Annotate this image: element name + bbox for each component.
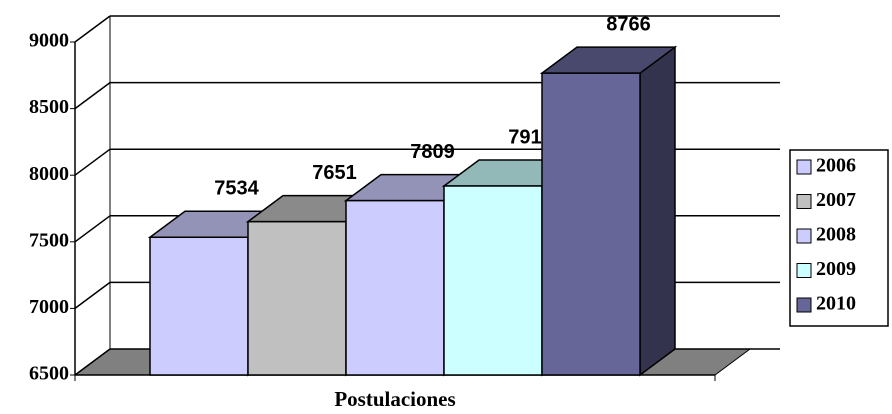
bar bbox=[149, 236, 249, 376]
data-label: 7534 bbox=[214, 178, 259, 200]
grid-line bbox=[74, 215, 111, 243]
bar bbox=[247, 220, 347, 376]
bar bbox=[345, 199, 445, 376]
legend-label: 2007 bbox=[816, 189, 856, 211]
legend-swatch bbox=[796, 297, 812, 313]
x-tick-label: Postulaciones bbox=[334, 387, 455, 411]
data-label: 7809 bbox=[410, 141, 455, 163]
legend-swatch bbox=[796, 263, 812, 278]
y-tick-label: 9000 bbox=[29, 30, 69, 52]
grid-line bbox=[74, 148, 111, 176]
y-tick-label: 8000 bbox=[29, 163, 69, 185]
y-tick-label: 7500 bbox=[29, 229, 69, 251]
y-tick-label: 7000 bbox=[29, 296, 69, 318]
data-label: 7651 bbox=[312, 162, 357, 184]
bar-side bbox=[639, 45, 676, 377]
grid-line bbox=[74, 348, 111, 376]
legend-label: 2009 bbox=[816, 258, 856, 280]
legend-swatch bbox=[796, 194, 812, 209]
legend-label: 2008 bbox=[816, 224, 856, 246]
y-tick-label: 6500 bbox=[29, 363, 69, 385]
legend-label: 2010 bbox=[816, 293, 856, 315]
y-tick-label: 8500 bbox=[29, 96, 69, 118]
bar bbox=[443, 185, 543, 376]
bar bbox=[541, 72, 641, 376]
legend-swatch bbox=[796, 159, 812, 175]
grid-line bbox=[74, 81, 111, 110]
grid-line bbox=[74, 281, 111, 310]
legend-label: 2006 bbox=[816, 155, 856, 177]
data-label: 8766 bbox=[606, 13, 651, 35]
legend-swatch bbox=[796, 228, 812, 244]
grid-line bbox=[74, 15, 111, 43]
